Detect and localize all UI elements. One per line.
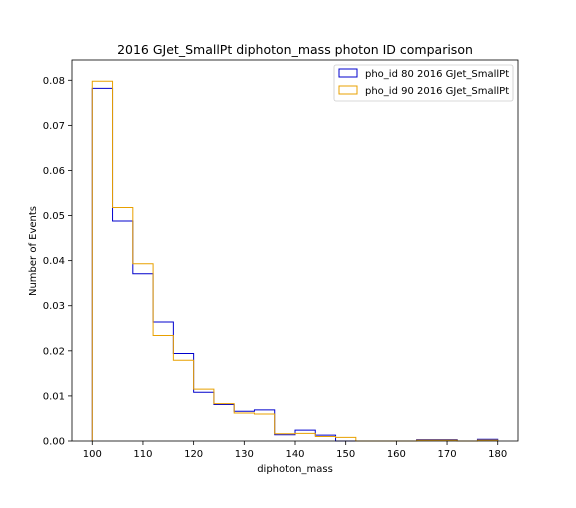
y-axis: 0.00 0.01 0.02 0.03 0.04 0.05 0.06 0.07 0.08 [43,76,72,448]
series-layer [91,80,499,442]
x-tick-label: 150 [336,449,355,460]
y-tick-label: 0.07 [43,121,65,132]
legend-swatch-series-1 [338,68,358,78]
legend-label-series-2: pho_id 90 2016 GJet_SmallPt [365,86,509,97]
legend: pho_id 80 2016 GJet_SmallPt pho_id 90 20… [333,64,514,102]
x-tick-label: 110 [133,449,152,460]
x-tick-label: 130 [235,449,254,460]
y-tick-label: 0.01 [43,391,65,402]
x-tick-label: 180 [488,449,507,460]
x-axis: 100 110 120 130 140 150 160 170 180 [83,441,507,460]
chart-title: 2016 GJet_SmallPt diphoton_mass photon I… [117,42,473,57]
series-2 [91,80,499,442]
y-tick-label: 0.04 [43,256,65,267]
legend-box [333,64,514,102]
histogram-step-line [91,80,499,442]
legend-swatch-series-2 [338,85,358,95]
x-tick-label: 170 [437,449,456,460]
plot-area: 100 110 120 130 140 150 160 170 180 0.00 0.01 0.02… [43,59,519,460]
y-tick-label: 0.06 [43,166,65,177]
legend-label-series-1: pho_id 80 2016 GJet_SmallPt [365,69,509,80]
y-tick-label: 0.00 [43,437,65,448]
x-tick-label: 140 [285,449,304,460]
x-tick-label: 160 [387,449,406,460]
y-tick-label: 0.02 [43,346,65,357]
y-tick-label: 0.05 [43,211,65,222]
y-tick-label: 0.08 [43,76,65,87]
x-tick-label: 100 [83,449,102,460]
y-tick-label: 0.03 [43,301,65,312]
plot-background [72,60,518,441]
x-axis-label: diphoton_mass [257,464,333,475]
y-axis-label: Number of Events [28,206,39,296]
x-tick-label: 120 [184,449,203,460]
